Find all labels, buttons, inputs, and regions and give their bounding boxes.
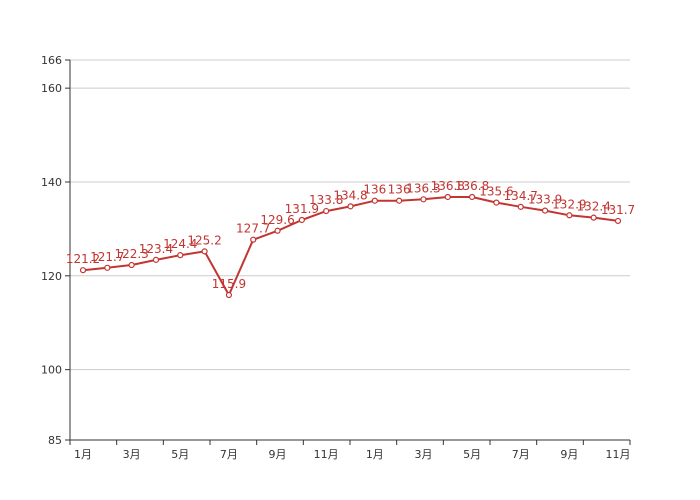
data-point — [590, 214, 597, 221]
data-point — [541, 207, 549, 214]
x-tick-label: 5月 — [171, 448, 189, 461]
data-label: 134.8 — [333, 188, 367, 202]
y-tick-label: 100 — [41, 364, 62, 377]
data-point — [347, 203, 354, 210]
data-label: 131.7 — [601, 203, 635, 217]
x-tick-label: 3月 — [414, 448, 432, 461]
data-point — [468, 193, 476, 201]
data-label: 131.9 — [285, 202, 319, 216]
data-label: 129.6 — [260, 213, 294, 227]
data-label: 133.8 — [309, 193, 343, 207]
data-label: 136.8 — [431, 179, 465, 193]
data-label: 136.3 — [406, 181, 440, 195]
data-point — [517, 203, 524, 210]
x-tick-label: 7月 — [512, 448, 530, 461]
data-label: 132.9 — [552, 197, 586, 211]
y-tick-label: 120 — [41, 270, 62, 283]
y-axis: 85 100 120 140 160 166 — [41, 54, 71, 447]
data-label: 115.9 — [212, 277, 246, 291]
data-label: 135.6 — [479, 185, 513, 199]
data-point — [79, 267, 87, 274]
data-point — [177, 252, 184, 259]
data-point — [298, 216, 305, 224]
data-point — [250, 236, 257, 243]
data-point — [274, 227, 281, 234]
data-label: 121.7 — [90, 250, 124, 264]
x-tick-label: 5月 — [463, 448, 481, 461]
data-point — [614, 217, 622, 225]
data-point — [566, 212, 573, 219]
x-tick-label: 9月 — [560, 448, 578, 461]
data-point — [420, 196, 427, 203]
data-label: 133.9 — [528, 193, 562, 207]
x-tick-label: 1月 — [74, 448, 92, 461]
data-label: 124.4 — [163, 237, 197, 251]
data-point — [444, 193, 451, 201]
data-point — [493, 199, 500, 206]
series-line-group — [79, 193, 622, 299]
y-tick-label: 166 — [41, 54, 62, 67]
x-tick-label: 1月 — [366, 448, 384, 461]
data-label: 121.2 — [66, 252, 100, 266]
y-tick-label: 160 — [41, 82, 62, 95]
x-tick-label: 11月 — [606, 448, 631, 461]
grid-lines — [70, 59, 630, 371]
data-point — [371, 197, 378, 204]
data-label: 123.4 — [139, 242, 173, 256]
data-point — [152, 256, 160, 263]
x-tick-label: 11月 — [314, 448, 339, 461]
data-label: 125.2 — [187, 233, 221, 247]
y-tick-label: 140 — [41, 176, 62, 189]
x-tick-label: 7月 — [220, 448, 238, 461]
data-label: 122.3 — [114, 247, 148, 261]
data-point — [225, 291, 233, 299]
data-point — [396, 197, 403, 204]
data-label: 127.7 — [236, 222, 270, 236]
data-point — [201, 248, 208, 255]
data-point — [104, 264, 111, 271]
x-tick-label: 9月 — [269, 448, 287, 461]
x-tick-label: 3月 — [123, 448, 141, 461]
x-axis: 1月 3月 5月 7月 9月 11月 1月 3月 5月 7月 9月 11月 — [69, 439, 631, 461]
data-label: 136 — [363, 183, 386, 197]
data-label: 132.4 — [577, 200, 611, 214]
y-tick-label: 85 — [48, 434, 62, 447]
data-label: 136 — [388, 183, 411, 197]
data-point — [323, 207, 330, 215]
data-label: 136.8 — [455, 179, 489, 193]
data-label: 134.7 — [504, 189, 538, 203]
data-point — [128, 261, 135, 269]
